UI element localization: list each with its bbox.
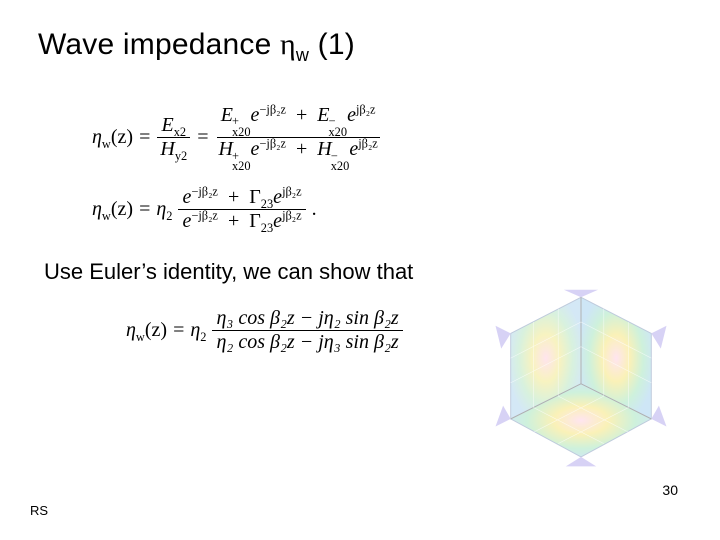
- eq2-num-e2: e: [273, 186, 282, 208]
- eq1-den-t1-sym: H: [218, 138, 232, 160]
- eq1-lhs-arg: (z): [111, 126, 133, 148]
- eq2-lhs: ηw(z): [92, 198, 133, 221]
- eq2-lhs-sub: w: [102, 209, 111, 223]
- eq1-den-t2-sym: H: [317, 138, 331, 160]
- eq1-mid-num-sym: E: [161, 114, 173, 136]
- eq1-num-t2-supsub: −x20: [328, 116, 347, 137]
- eq1-lhs: ηw(z): [92, 126, 133, 149]
- eq1-mid-den-sub: y2: [175, 149, 187, 163]
- eq2-den-e2: e: [273, 210, 282, 232]
- eq2-num-exp2: jβ₂z: [282, 184, 302, 198]
- equals-sign: =: [139, 198, 150, 221]
- equation-2: ηw(z) = η2 e−jβ₂z + Γ23ejβ₂z e−jβ₂z + Γ2…: [92, 186, 682, 233]
- eq3-lhs-arg: (z): [145, 319, 167, 341]
- eq1-den-t2-exp: jβ₂z: [358, 137, 378, 151]
- eq3-lhs-eta: η: [126, 319, 136, 341]
- eq2-trailing-dot: .: [312, 198, 317, 221]
- eq1-mid-num-sub: x2: [174, 125, 186, 139]
- eq2-den-exp2: jβ₂z: [282, 208, 302, 222]
- eq3-frac: η₃ cos β₂z − jη₂ sin β₂z η₂ cos β₂z − jη…: [212, 307, 402, 354]
- eq1-rhs-frac: E+x20e−jβ₂z + E−x20ejβ₂z H+x20e−jβ₂z + H…: [214, 104, 381, 172]
- eq2-den-gamma: Γ: [249, 210, 261, 232]
- eq3-coef: η2: [190, 319, 206, 342]
- eq1-num-t2-exp: jβ₂z: [356, 102, 376, 116]
- eq3-lhs-sub: w: [136, 330, 145, 344]
- footer-author: RS: [30, 503, 48, 518]
- eq1-mid-frac: Ex2 Hy2: [156, 114, 191, 161]
- eq1-lhs-sub: w: [102, 137, 111, 151]
- eq2-frac: e−jβ₂z + Γ23ejβ₂z e−jβ₂z + Γ23ejβ₂z: [178, 186, 305, 233]
- slide: Wave impedance ηw (1) ηw(z) = Ex2 Hy2 = …: [0, 0, 720, 540]
- eq2-num-gamma: Γ: [249, 186, 261, 208]
- eq1-lhs-eta: η: [92, 126, 102, 148]
- eq1-den-t2-supsub: −x20: [331, 151, 350, 172]
- eq2-lhs-eta: η: [92, 198, 102, 220]
- equals-sign: =: [197, 126, 208, 149]
- title-post: (1): [309, 28, 355, 61]
- eq1-num-t1-exp: −jβ₂z: [259, 102, 286, 116]
- eq1-mid-den-sym: H: [160, 138, 174, 160]
- title-sub: w: [296, 45, 309, 65]
- title-eta: η: [280, 28, 296, 61]
- eq3-num: η₃ cos β₂z − jη₂ sin β₂z: [212, 307, 402, 331]
- title-pre: Wave impedance: [38, 28, 280, 61]
- eq2-den-gamma-sub: 23: [261, 221, 273, 235]
- eq1-den-t1-exp: −jβ₂z: [259, 137, 286, 151]
- equation-3: ηw(z) = η2 η₃ cos β₂z − jη₂ sin β₂z η₂ c…: [126, 307, 682, 354]
- equation-1: ηw(z) = Ex2 Hy2 = E+x20e−jβ₂z + E−x20ejβ…: [92, 104, 682, 172]
- equals-sign: =: [173, 319, 184, 342]
- eq2-num-exp1: −jβ₂z: [191, 184, 218, 198]
- subtitle-text: Use Euler’s identity, we can show that: [44, 259, 682, 285]
- eq3-den: η₂ cos β₂z − jη₃ sin β₂z: [212, 331, 402, 354]
- eq1-den-t1-supsub: +x20: [232, 151, 251, 172]
- eq2-num-gamma-sub: 23: [261, 197, 273, 211]
- equals-sign: =: [139, 126, 150, 149]
- slide-title: Wave impedance ηw (1): [38, 28, 682, 62]
- eq2-den-exp1: −jβ₂z: [191, 208, 218, 222]
- eq2-coef: η2: [156, 198, 172, 221]
- eq2-lhs-arg: (z): [111, 198, 133, 220]
- eq3-lhs: ηw(z): [126, 319, 167, 342]
- page-number: 30: [662, 482, 678, 498]
- eq1-num-t1-supsub: +x20: [232, 116, 251, 137]
